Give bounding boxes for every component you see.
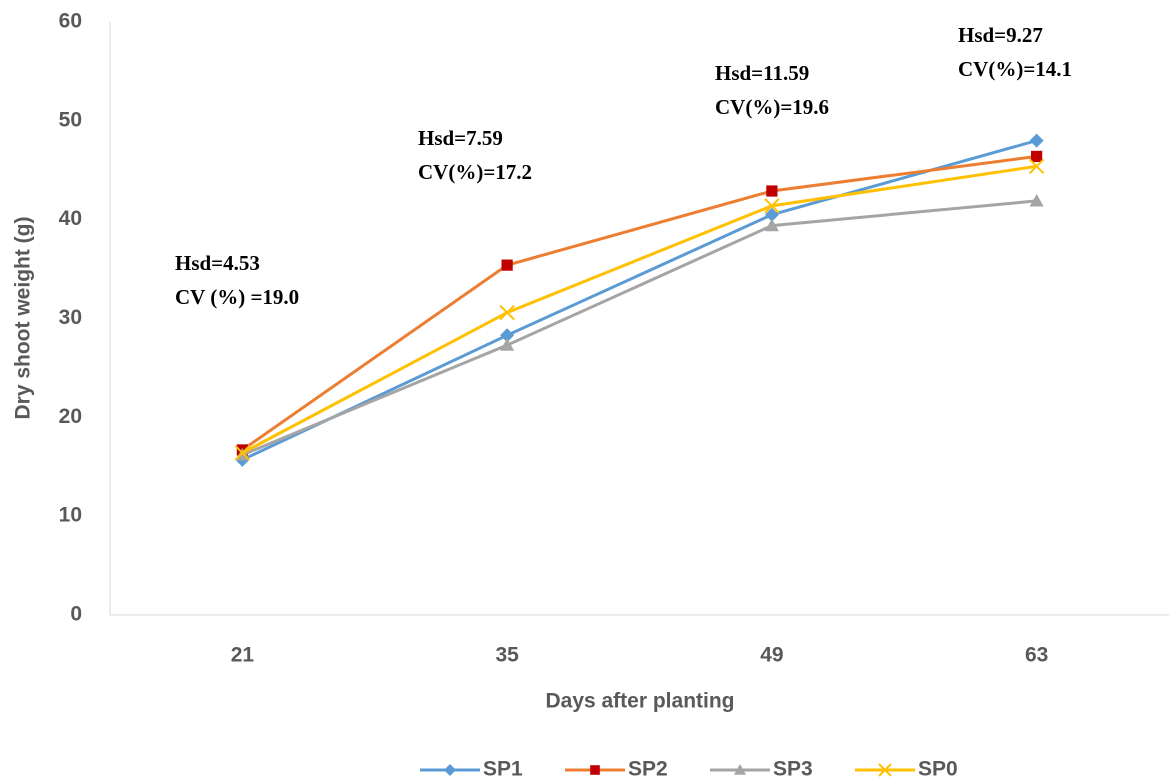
x-tick-label: 35 (495, 644, 519, 667)
marker (766, 185, 778, 197)
x-tick-label: 63 (1025, 644, 1048, 667)
y-tick-label: 0 (70, 603, 82, 626)
y-tick-label: 30 (59, 306, 82, 329)
legend-label: SP3 (773, 758, 813, 781)
annotation: CV(%)=14.1 (958, 57, 1072, 81)
y-tick-label: 10 (59, 504, 82, 527)
annotation: CV (%) =19.0 (175, 285, 299, 309)
annotation: Hsd=9.27 (958, 23, 1043, 47)
series-line (241, 199, 1037, 457)
y-axis-label: Dry shoot weight (g) (12, 217, 35, 420)
series-line (241, 139, 1038, 462)
annotation: CV(%)=17.2 (418, 160, 532, 184)
legend-marker (590, 765, 600, 775)
annotation: Hsd=7.59 (418, 126, 503, 150)
legend-marker (444, 764, 456, 776)
marker (1029, 193, 1044, 207)
marker (234, 445, 251, 461)
marker (764, 218, 779, 232)
y-tick-label: 40 (59, 207, 82, 230)
legend-marker (878, 763, 892, 777)
marker (499, 304, 515, 321)
series-line (241, 164, 1037, 455)
legend-label: SP0 (918, 758, 958, 781)
x-axis-label: Days after planting (545, 690, 734, 713)
y-tick-label: 20 (59, 405, 82, 428)
legend-label: SP2 (628, 758, 668, 781)
series-line (241, 154, 1037, 452)
y-tick-label: 50 (59, 108, 82, 131)
legend-marker (734, 764, 746, 775)
marker (764, 198, 780, 214)
x-tick-label: 49 (760, 644, 783, 667)
marker (764, 207, 779, 222)
marker (1031, 150, 1043, 163)
marker (500, 338, 515, 351)
annotation: Hsd=4.53 (175, 251, 260, 275)
y-tick-label: 60 (59, 10, 82, 33)
annotation: Hsd=11.59 (715, 61, 809, 85)
x-tick-label: 21 (231, 644, 255, 667)
marker (1028, 158, 1045, 175)
marker (1029, 133, 1044, 148)
marker (501, 259, 513, 271)
legend-label: SP1 (483, 758, 523, 781)
marker (500, 328, 515, 343)
annotation: CV(%)=19.6 (715, 95, 829, 119)
